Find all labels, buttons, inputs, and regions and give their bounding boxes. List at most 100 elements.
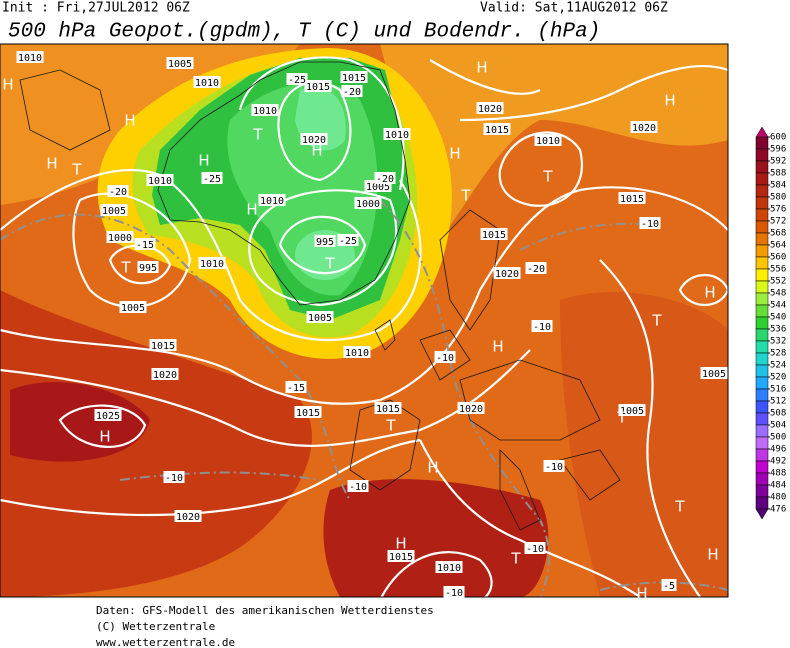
temperature-label: -10 — [533, 322, 551, 333]
pressure-center: T — [616, 409, 627, 427]
isobar-label: 1020 — [459, 404, 483, 415]
pressure-center: H — [46, 155, 57, 173]
isobar-label-box — [106, 231, 134, 243]
isobar-label-box — [304, 80, 332, 92]
colorbar-cell — [755, 424, 769, 438]
isobar-label-box — [493, 267, 521, 279]
colorbar-cell — [755, 256, 769, 270]
isobar-label: 1025 — [96, 411, 120, 422]
temperature-label-box — [163, 471, 185, 483]
isobar-label-box — [251, 104, 279, 116]
isobar-label: 995 — [139, 263, 157, 274]
colorbar-label: 508 — [770, 409, 786, 419]
isobar-label: 1015 — [482, 230, 506, 241]
temperature-label-box — [347, 480, 369, 492]
temperature-label-box — [337, 234, 359, 246]
colorbar-label: 580 — [770, 193, 786, 203]
isobar-label: 1005 — [308, 313, 332, 324]
colorbar-label: 540 — [770, 313, 786, 323]
isobars — [0, 56, 728, 597]
colorbar-label: 552 — [770, 277, 786, 287]
isobar-label-box — [314, 235, 336, 247]
temperature-label: -20 — [343, 87, 361, 98]
pressure-center: H — [449, 145, 460, 163]
pressure-center: T — [71, 161, 82, 179]
temperature-label: -10 — [436, 353, 454, 364]
colorbar-cell — [755, 232, 769, 246]
colorbar-cell — [755, 388, 769, 402]
colorbar-cell — [755, 280, 769, 294]
colorbar-label: 568 — [770, 229, 786, 239]
temperature-label-box — [543, 460, 565, 472]
isobar-label: 1015 — [342, 73, 366, 84]
isobar-label: 995 — [316, 237, 334, 248]
temperature-label-box — [661, 579, 677, 591]
colorbar-cell — [755, 364, 769, 378]
isobar-label-box — [383, 128, 411, 140]
map-title: 500 hPa Geopot.(gpdm), T (C) und Bodendr… — [8, 21, 600, 44]
pressure-center: T — [120, 259, 131, 277]
colorbar-cell — [755, 472, 769, 486]
isobar-label: 1020 — [495, 269, 519, 280]
colorbar-cell — [755, 376, 769, 390]
isobar-label: 1010 — [200, 259, 224, 270]
colorbar-cell — [755, 148, 769, 162]
colorbar-label: 572 — [770, 217, 786, 227]
temperature-label: -25 — [339, 236, 357, 247]
temperature-label-box — [285, 381, 307, 393]
temperature-label: -10 — [445, 588, 463, 599]
footer-line: Daten: GFS-Modell des amerikanischen Wet… — [96, 604, 434, 617]
pressure-center: H — [198, 152, 209, 170]
map-field — [0, 44, 728, 597]
isobar-label: 1010 — [148, 176, 172, 187]
colorbar-cell — [755, 196, 769, 210]
isobar-label-box — [300, 133, 328, 145]
isobar-label-box — [480, 228, 508, 240]
isobar-label: 1005 — [366, 182, 390, 193]
footer-line: (C) Wetterzentrale — [96, 620, 215, 633]
isobar-label: 1015 — [376, 404, 400, 415]
pressure-center: T — [385, 417, 396, 435]
colorbar-cell — [755, 220, 769, 234]
isobar-label-box — [258, 194, 286, 206]
colorbar-label: 536 — [770, 325, 786, 335]
isobar-label-box — [700, 367, 728, 379]
temperature-label: -25 — [203, 174, 221, 185]
colorbar-cell — [755, 304, 769, 318]
temperature-label: -20 — [376, 174, 394, 185]
pressure-center: T — [460, 187, 471, 205]
pressure-center: H — [427, 459, 438, 477]
temperature-label: -5 — [663, 581, 675, 592]
colorbar-label: 576 — [770, 205, 786, 215]
isobar-label: 1000 — [108, 233, 132, 244]
isobar-label: 1020 — [153, 370, 177, 381]
temperature-label-box — [434, 351, 456, 363]
temperature-label: -20 — [527, 264, 545, 275]
isobar-label: 1010 — [253, 106, 277, 117]
colorbar-label: 496 — [770, 445, 786, 455]
isobar-label-box — [457, 402, 485, 414]
isobar-label: 1010 — [18, 53, 42, 64]
isobar-label-box — [618, 192, 646, 204]
pressure-center: H — [707, 546, 718, 564]
temperature-label-box — [201, 172, 223, 184]
map-frame — [0, 43, 729, 598]
temperature-label-box — [374, 172, 396, 184]
coastlines — [19, 61, 621, 531]
colorbar-top — [755, 126, 769, 138]
isobar-label: 1015 — [306, 82, 330, 93]
colorbar-bottom — [755, 508, 769, 520]
colorbar-label: 584 — [770, 181, 786, 191]
pressure-center: H — [99, 428, 110, 446]
isobar-label: 1010 — [260, 196, 284, 207]
isobar-label-box — [16, 51, 44, 63]
colorbar-label: 548 — [770, 289, 786, 299]
pressure-center: H — [395, 535, 406, 553]
footer: Daten: GFS-Modell des amerikanischen Wet… — [96, 604, 434, 648]
colorbar-cell — [755, 184, 769, 198]
temperature-label-box — [134, 238, 156, 250]
pressure-center: H — [124, 112, 135, 130]
colorbar-label: 560 — [770, 253, 786, 263]
